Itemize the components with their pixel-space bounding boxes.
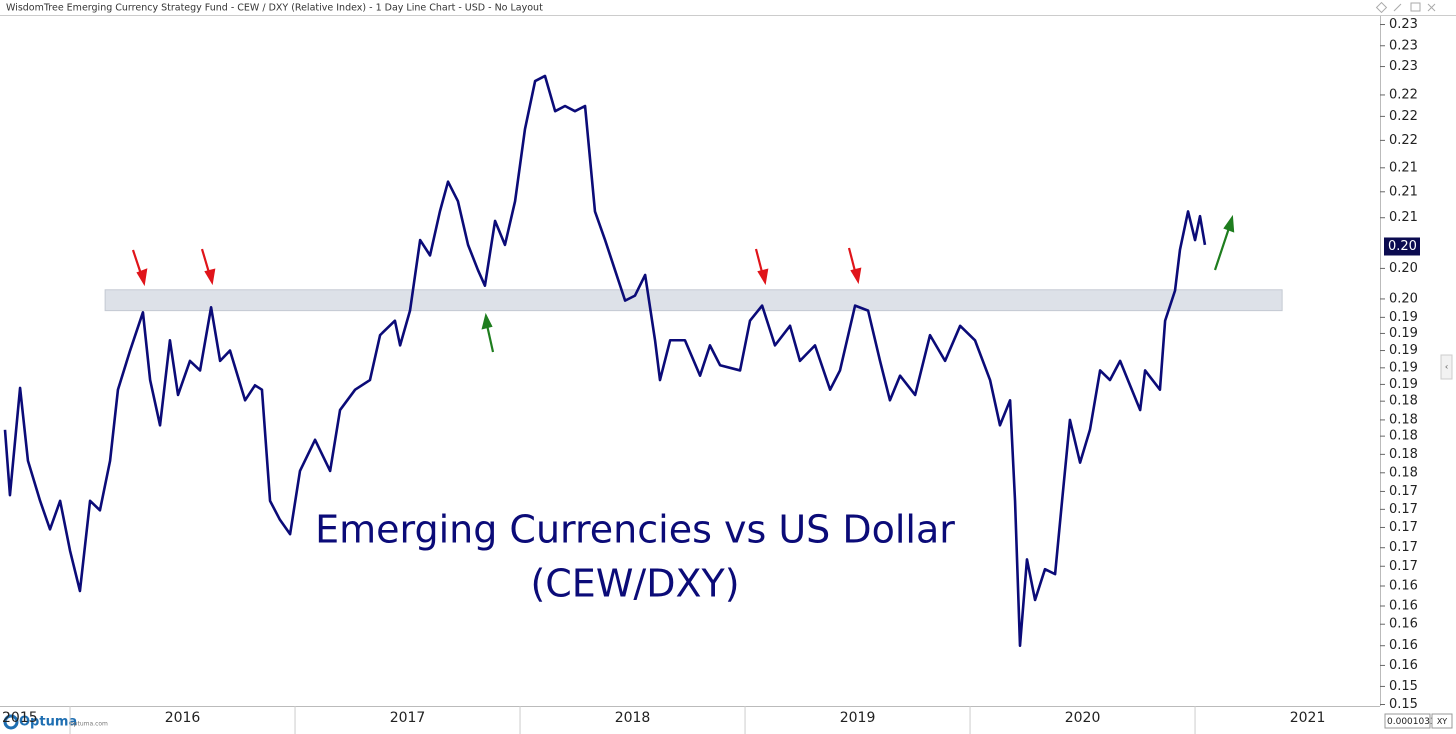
scale-mode: XY xyxy=(1437,717,1447,726)
y-tick-label: 0.16 xyxy=(1389,658,1418,673)
red-arrow-head xyxy=(136,268,148,287)
y-tick-label: 0.23 xyxy=(1389,17,1418,32)
y-tick-label: 0.21 xyxy=(1389,184,1418,199)
header-title: WisdomTree Emerging Currency Strategy Fu… xyxy=(6,3,543,14)
green-arrow-head xyxy=(1223,214,1235,233)
x-tick-label: 2018 xyxy=(615,710,651,726)
icon[interactable] xyxy=(1410,2,1421,12)
window-icons xyxy=(1375,1,1436,14)
y-tick-label: 0.16 xyxy=(1389,599,1418,614)
y-tick-label: 0.18 xyxy=(1389,412,1418,427)
y-tick-label: 0.23 xyxy=(1389,38,1418,53)
red-arrow-head xyxy=(757,268,769,286)
y-tick-label: 0.18 xyxy=(1389,429,1418,444)
y-tick-label: 0.17 xyxy=(1389,559,1418,574)
scale-box[interactable] xyxy=(1384,713,1431,729)
icon[interactable] xyxy=(1375,1,1388,14)
y-tick-label: 0.19 xyxy=(1389,310,1418,325)
y-tick-label: 0.22 xyxy=(1389,87,1418,102)
scale-mode-box[interactable] xyxy=(1431,713,1453,729)
y-tick-label: 0.21 xyxy=(1389,160,1418,175)
y-tick-label: 0.17 xyxy=(1389,540,1418,555)
current-value-label: 0.20 xyxy=(1388,239,1417,254)
y-tick-label: 0.17 xyxy=(1389,520,1418,535)
annotation: (CEW/DXY) xyxy=(530,562,739,606)
y-tick-label: 0.18 xyxy=(1389,394,1418,409)
y-tick-label: 0.21 xyxy=(1389,210,1418,225)
side-handle-arrow: ‹ xyxy=(1445,363,1449,373)
brand: Optuma xyxy=(19,715,77,730)
y-tick-label: 0.20 xyxy=(1389,291,1418,306)
x-tick-label: 2017 xyxy=(390,710,426,726)
icon[interactable] xyxy=(1393,3,1402,12)
y-tick-label: 0.19 xyxy=(1389,377,1418,392)
arrows xyxy=(131,214,1235,353)
y-tick-label: 0.19 xyxy=(1389,343,1418,358)
icon[interactable] xyxy=(1427,3,1436,12)
x-tick-label: 2019 xyxy=(840,710,876,726)
y-tick-label: 0.19 xyxy=(1389,360,1418,375)
annotation: Emerging Currencies vs US Dollar xyxy=(315,508,955,552)
y-tick-label: 0.15 xyxy=(1389,679,1418,694)
y-tick-label: 0.20 xyxy=(1389,261,1418,276)
current-value-box xyxy=(1384,237,1420,256)
green-arrow xyxy=(1213,227,1231,271)
brand-site: optuma.com xyxy=(70,721,108,728)
x-tick-label: 2016 xyxy=(165,710,201,726)
x-tick-label: 2015 xyxy=(2,710,38,726)
green-arrow xyxy=(485,324,495,353)
y-tick-label: 0.22 xyxy=(1389,109,1418,124)
footer: Optuma optuma.com 0.0001033 XY xyxy=(3,713,1453,730)
series-line xyxy=(3,74,1207,648)
y-tick-label: 0.19 xyxy=(1389,326,1418,341)
red-arrow-head xyxy=(850,267,862,285)
y-tick-label: 0.18 xyxy=(1389,465,1418,480)
brand-logo xyxy=(3,714,19,730)
y-tick-label: 0.16 xyxy=(1389,617,1418,632)
y-tick-label: 0.15 xyxy=(1389,697,1418,712)
support-band xyxy=(104,289,1283,312)
side-handle[interactable] xyxy=(1440,354,1453,380)
y-tick-label: 0.18 xyxy=(1389,447,1418,462)
y-tick-label: 0.16 xyxy=(1389,579,1418,594)
x-tick-label: 2021 xyxy=(1290,710,1326,726)
y-tick-label: 0.17 xyxy=(1389,502,1418,517)
scale-value: 0.0001033 xyxy=(1387,717,1436,727)
red-arrow-head xyxy=(204,268,216,286)
x-tick-label: 2020 xyxy=(1065,710,1101,726)
green-arrow-head xyxy=(481,312,493,330)
y-tick-label: 0.22 xyxy=(1389,133,1418,148)
y-tick-label: 0.16 xyxy=(1389,638,1418,653)
y-tick-label: 0.23 xyxy=(1389,59,1418,74)
y-tick-label: 0.17 xyxy=(1389,484,1418,499)
